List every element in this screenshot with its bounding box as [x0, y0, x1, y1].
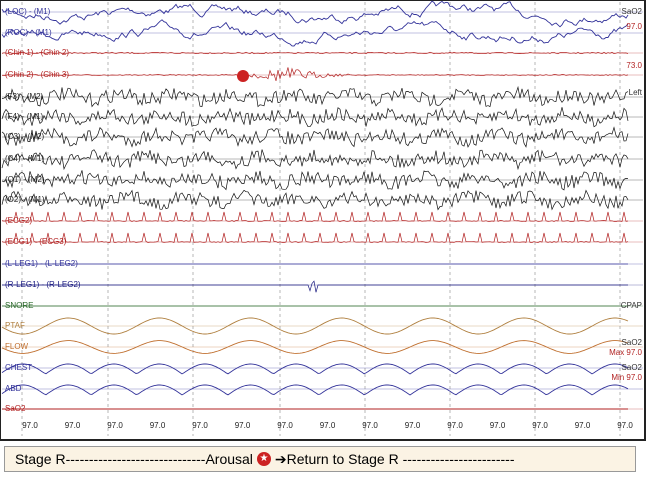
channel-label: (ECG1) - (ECG3) [5, 237, 67, 246]
sao2-value: 97.0 [235, 421, 251, 430]
channel-label: SaO2 [5, 404, 26, 413]
sao2-value: 97.0 [277, 421, 293, 430]
sao2-value: 97.0 [617, 421, 633, 430]
waveform [1, 107, 629, 128]
arousal-marker [237, 70, 249, 82]
sao2-value: 97.0 [490, 421, 506, 430]
channel-label: ABD [5, 384, 22, 393]
channel-label: (F3) - (M2) [5, 92, 44, 101]
sao2-value: 97.0 [575, 421, 591, 430]
channel-label: (Chin 1) - (Chin 2) [5, 48, 69, 57]
sao2-value: 97.0 [192, 421, 208, 430]
channel-label: (C3) - (M2) [5, 132, 44, 141]
right-label: SaO2 [622, 7, 643, 16]
waveform [1, 126, 629, 148]
waveform [1, 67, 629, 81]
channel-label: (O1) - (M2) [5, 175, 45, 184]
waveform [1, 85, 629, 108]
channel-label: (ECG2) [5, 216, 32, 225]
right-label: CPAP [621, 301, 642, 310]
channel-label: (ROC) - (M1) [5, 28, 52, 37]
frame [0, 0, 646, 441]
sao2-value: 97.0 [22, 421, 38, 430]
right-label: Left [629, 88, 643, 97]
caption-box: Stage R------------------------------Aro… [4, 446, 636, 472]
sao2-value: 97.0 [362, 421, 378, 430]
channel-label: SNORE [5, 301, 33, 310]
right-label: SaO2 [622, 338, 643, 347]
waveform [1, 0, 629, 28]
channel-label: (F4) - (M1) [5, 112, 44, 121]
right-label: Max 97.0 [609, 348, 642, 357]
sao2-value: 97.0 [320, 421, 336, 430]
waveform [1, 363, 629, 375]
caption-return: ➔Return to Stage R ---------------------… [274, 450, 515, 467]
sao2-value: 97.0 [405, 421, 421, 430]
caption-stage: Stage R------------------------------Aro… [15, 451, 253, 467]
channel-label: (O2) - (M1) [5, 195, 45, 204]
sao2-value: 97.0 [150, 421, 166, 430]
waveform [1, 384, 629, 396]
waveform [1, 149, 629, 171]
channel-label: FLOW [5, 342, 29, 351]
channel-label: CHEST [5, 363, 32, 372]
right-label: 73.0 [626, 61, 642, 70]
waveform [2, 280, 628, 293]
waveform [1, 232, 629, 243]
right-label: SaO2 [622, 363, 643, 372]
sao2-value: 97.0 [65, 421, 81, 430]
psg-view: (LOC) - (M1) (ROC) - (M1) (Chin 1) - (Chin… [0, 0, 646, 441]
right-label: 97.0 [626, 22, 642, 31]
waveform [1, 211, 629, 222]
waveform [1, 317, 629, 335]
channel-label: (C4) - (M1) [5, 154, 44, 163]
sao2-value: 97.0 [107, 421, 123, 430]
channel-label: (Chin 2) - (Chin 3) [5, 70, 69, 79]
sao2-value: 97.0 [532, 421, 548, 430]
waveform [1, 19, 629, 47]
right-label: Min 97.0 [611, 373, 642, 382]
channel-label: PTAF [5, 321, 25, 330]
waveform [1, 170, 629, 191]
channel-label: (R-LEG1) - (R-LEG2) [5, 280, 81, 289]
waveform [1, 189, 629, 211]
waveform [1, 51, 629, 55]
channel-label: (LOC) - (M1) [5, 7, 51, 16]
channel-label: (L-LEG1) - (L-LEG2) [5, 259, 78, 268]
sao2-value: 97.0 [447, 421, 463, 430]
arousal-icon: ★ [256, 452, 271, 466]
waveform [1, 340, 629, 354]
